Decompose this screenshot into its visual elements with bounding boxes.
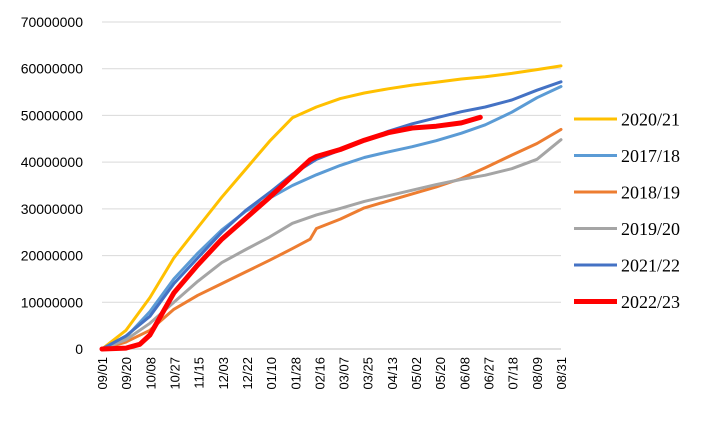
x-tick-label: 10/27 bbox=[167, 357, 182, 390]
y-tick-label: 70000000 bbox=[21, 14, 84, 30]
legend: 2020/21 2017/18 2018/19 2019/20 2021/22 2022/… bbox=[574, 110, 680, 312]
x-tick-label: 10/08 bbox=[143, 357, 158, 390]
gridlines bbox=[102, 21, 561, 303]
y-tick-label: 10000000 bbox=[21, 294, 84, 310]
x-tick-label: 03/25 bbox=[361, 357, 376, 390]
x-tick-label: 12/03 bbox=[216, 357, 231, 390]
y-axis: 0 10000000 20000000 30000000 40000000 5000000… bbox=[21, 14, 84, 357]
series-line-2020-21 bbox=[100, 64, 563, 351]
x-tick-label: 04/13 bbox=[385, 357, 400, 390]
x-tick-label: 02/16 bbox=[312, 357, 327, 390]
y-tick-label: 50000000 bbox=[21, 107, 84, 123]
x-tick-label: 01/28 bbox=[288, 357, 303, 390]
legend-label: 2017/18 bbox=[621, 146, 680, 166]
series-line-2022-23 bbox=[99, 114, 483, 352]
legend-label: 2020/21 bbox=[621, 110, 680, 130]
series-line-2017-18 bbox=[100, 85, 563, 351]
y-tick-label: 30000000 bbox=[21, 201, 84, 217]
x-tick-label: 11/15 bbox=[192, 357, 207, 389]
x-tick-label: 01/10 bbox=[264, 357, 279, 390]
series-lines bbox=[99, 64, 563, 352]
x-tick-label: 08/31 bbox=[554, 357, 569, 390]
series-line-2018-19 bbox=[100, 127, 563, 351]
legend-label: 2021/22 bbox=[621, 256, 680, 276]
series-line-2019-20 bbox=[100, 138, 563, 351]
x-tick-label: 08/09 bbox=[530, 357, 545, 390]
legend-label: 2019/20 bbox=[621, 219, 680, 239]
x-tick-label: 05/20 bbox=[433, 357, 448, 390]
x-tick-label: 07/18 bbox=[506, 357, 521, 390]
x-axis: 09/01 09/20 10/08 10/27 11/15 12/03 12/22 01/10… bbox=[95, 348, 569, 390]
x-tick-label: 05/02 bbox=[409, 357, 424, 390]
x-tick-label: 06/08 bbox=[457, 357, 472, 390]
x-tick-label: 03/07 bbox=[337, 357, 352, 390]
y-tick-label: 60000000 bbox=[21, 61, 84, 77]
legend-label: 2022/23 bbox=[621, 292, 680, 312]
x-tick-label: 12/22 bbox=[240, 357, 255, 390]
x-tick-label: 06/27 bbox=[482, 357, 497, 390]
x-tick-label: 09/20 bbox=[119, 357, 134, 390]
y-tick-label: 20000000 bbox=[21, 248, 84, 264]
y-tick-label: 40000000 bbox=[21, 154, 84, 170]
y-tick-label: 0 bbox=[75, 341, 83, 357]
legend-label: 2018/19 bbox=[621, 183, 680, 203]
x-tick-label: 09/01 bbox=[95, 357, 110, 390]
